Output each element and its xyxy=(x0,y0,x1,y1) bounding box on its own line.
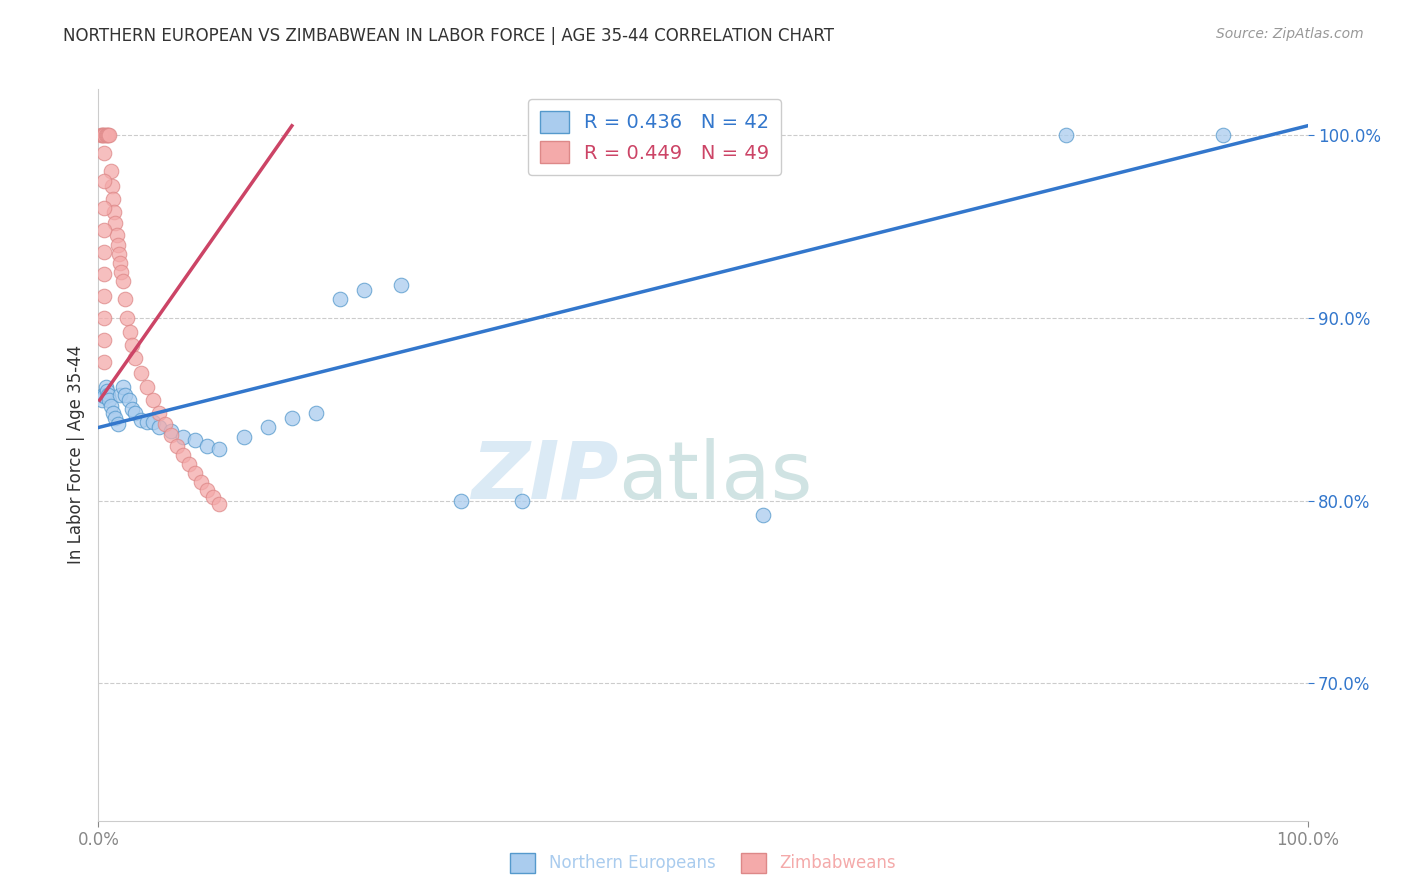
Point xyxy=(160,424,183,438)
Text: atlas: atlas xyxy=(619,438,813,516)
Point xyxy=(195,483,218,497)
Point xyxy=(104,216,127,230)
Point xyxy=(232,430,254,444)
Point xyxy=(105,228,128,243)
Point xyxy=(166,439,188,453)
Point xyxy=(101,192,124,206)
Point xyxy=(108,387,131,401)
Point xyxy=(118,326,141,340)
Point xyxy=(208,442,231,457)
Point xyxy=(93,244,115,259)
Point xyxy=(111,380,134,394)
Point xyxy=(104,411,127,425)
Point xyxy=(179,457,201,471)
Point xyxy=(101,406,124,420)
Point xyxy=(389,277,412,292)
Point xyxy=(281,411,304,425)
Point xyxy=(153,417,176,431)
Point xyxy=(100,399,122,413)
Point xyxy=(93,201,115,215)
Point xyxy=(96,384,118,398)
Point xyxy=(114,293,136,307)
Point xyxy=(305,406,328,420)
Point xyxy=(91,128,114,142)
Point xyxy=(142,393,165,408)
Point xyxy=(135,415,157,429)
Point xyxy=(172,448,194,462)
Point xyxy=(121,402,143,417)
Point xyxy=(208,497,231,511)
Text: ZIP: ZIP xyxy=(471,438,619,516)
Point xyxy=(93,389,115,403)
Point xyxy=(100,164,122,178)
Point xyxy=(91,128,114,142)
Point xyxy=(202,490,225,504)
Legend: R = 0.436   N = 42, R = 0.449   N = 49: R = 0.436 N = 42, R = 0.449 N = 49 xyxy=(529,99,782,175)
Point xyxy=(108,246,131,260)
Point xyxy=(124,351,146,365)
Point xyxy=(98,393,121,408)
Point xyxy=(1054,128,1077,142)
Point xyxy=(93,174,115,188)
Point xyxy=(329,293,352,307)
Point xyxy=(90,128,112,142)
Point xyxy=(100,179,122,194)
Point xyxy=(91,393,114,408)
Point xyxy=(91,387,114,401)
Point xyxy=(121,338,143,352)
Point xyxy=(93,354,115,368)
Point xyxy=(184,467,207,481)
Point xyxy=(114,387,136,401)
Point xyxy=(93,267,115,281)
Point xyxy=(110,265,132,279)
Point xyxy=(93,333,115,347)
Point xyxy=(129,366,152,380)
Point xyxy=(108,256,131,270)
Point xyxy=(93,128,115,142)
Point xyxy=(93,310,115,325)
Y-axis label: In Labor Force | Age 35-44: In Labor Force | Age 35-44 xyxy=(66,345,84,565)
Point xyxy=(93,146,115,161)
Point xyxy=(118,393,141,408)
Point xyxy=(752,508,775,523)
Point xyxy=(1212,128,1234,142)
Point xyxy=(107,237,129,252)
Point xyxy=(148,406,170,420)
Point xyxy=(96,128,118,142)
Text: NORTHERN EUROPEAN VS ZIMBABWEAN IN LABOR FORCE | AGE 35-44 CORRELATION CHART: NORTHERN EUROPEAN VS ZIMBABWEAN IN LABOR… xyxy=(63,27,834,45)
Point xyxy=(256,420,278,434)
Point xyxy=(353,284,375,298)
Point xyxy=(148,420,170,434)
Point xyxy=(94,380,117,394)
Point xyxy=(103,204,125,219)
Text: Source: ZipAtlas.com: Source: ZipAtlas.com xyxy=(1216,27,1364,41)
Point xyxy=(124,406,146,420)
Point xyxy=(184,434,207,448)
Point xyxy=(94,128,117,142)
Point xyxy=(107,417,129,431)
Point xyxy=(510,493,533,508)
Point xyxy=(129,413,152,427)
Point xyxy=(98,128,121,142)
Point xyxy=(160,427,183,442)
Point xyxy=(450,493,472,508)
Point xyxy=(142,415,165,429)
Point xyxy=(195,439,218,453)
Point xyxy=(111,274,134,288)
Point xyxy=(190,475,212,490)
Point xyxy=(97,128,120,142)
Point xyxy=(172,430,194,444)
Point xyxy=(97,387,120,401)
Point xyxy=(117,310,139,325)
Point xyxy=(135,380,157,394)
Legend: Northern Europeans, Zimbabweans: Northern Europeans, Zimbabweans xyxy=(503,847,903,880)
Point xyxy=(93,223,115,237)
Point xyxy=(93,289,115,303)
